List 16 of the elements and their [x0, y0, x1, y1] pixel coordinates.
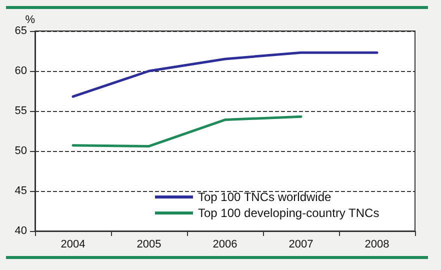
y-tick-label: 45: [14, 185, 27, 197]
y-axis-title: %: [25, 14, 36, 26]
x-tick-label: 2004: [60, 238, 86, 250]
x-tick-label: 2008: [364, 238, 390, 250]
y-tick-label: 60: [14, 65, 27, 77]
y-tick-label: 40: [14, 225, 27, 237]
line-series: [72, 51, 378, 98]
legend-label: Top 100 TNCs worldwide: [198, 190, 332, 204]
legend-label: Top 100 developing-country TNCs: [198, 206, 380, 220]
x-tick-label: 2006: [212, 238, 238, 250]
y-tick-label: 55: [14, 105, 27, 117]
x-tick-label: 2007: [288, 238, 314, 250]
line-series: [72, 115, 302, 148]
y-tick-label: 50: [14, 145, 27, 157]
x-tick-label: 2005: [136, 238, 162, 250]
y-tick-label: 65: [14, 25, 27, 37]
